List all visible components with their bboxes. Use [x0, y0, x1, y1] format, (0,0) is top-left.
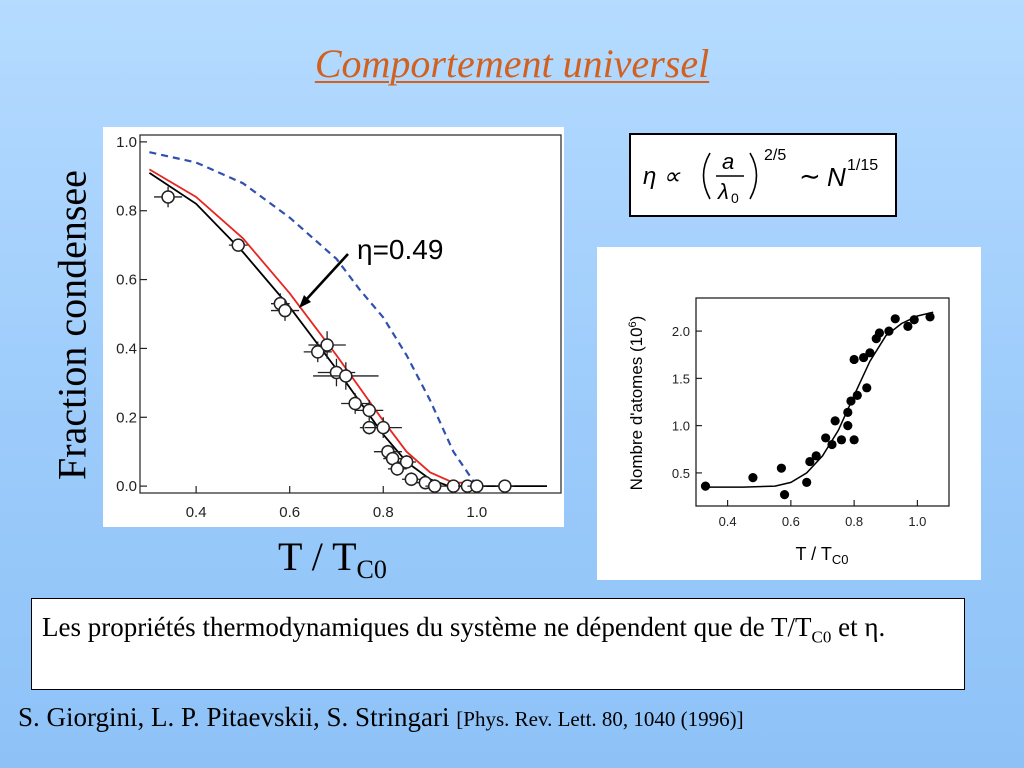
x-tick-label: 0.8: [373, 504, 394, 521]
data-point: [376, 420, 390, 435]
data-point: [862, 383, 872, 393]
data-point: [811, 451, 821, 461]
data-point: [339, 369, 353, 383]
note-sub: C0: [811, 627, 832, 647]
data-point: [849, 435, 859, 445]
right-chart-panel: 0.5 1.0 1.5 2.0 0.4 0.6 0.8 1.0 Nombre d'atomes …: [597, 247, 981, 580]
note-box: Les propriétés thermodynamiques du systè…: [31, 598, 965, 690]
y-tick-label: 1.0: [672, 419, 690, 434]
citation-authors: S. Giorgini, L. P. Pitaevskii, S. String…: [18, 702, 457, 732]
left-chart: 0.0 0.2 0.4 0.6 0.8 1.0 0.4 0.6 0.8 1.0 η=0.49: [116, 134, 562, 521]
data-point: [903, 321, 913, 331]
formula-rhs-exponent: 1/15: [847, 157, 878, 174]
red-curve: [148, 168, 477, 484]
data-point: [890, 314, 900, 324]
formula-left-paren: [702, 152, 711, 200]
plot-frame: [139, 134, 562, 494]
y-tick-label: 2.0: [672, 324, 690, 339]
data-point: [925, 312, 935, 322]
data-point: [390, 462, 405, 476]
y-tick-label: 0.5: [672, 466, 690, 481]
data-point: [849, 354, 859, 365]
y-tick-label: 0.2: [116, 409, 137, 426]
y-tick-label: 1.0: [116, 134, 137, 151]
y-tick-label: 0.4: [116, 340, 137, 357]
left-chart-ylabel: Fraction condensee: [49, 170, 95, 480]
data-point: [909, 315, 919, 325]
annotation-arrowhead: [299, 295, 311, 308]
data-point: [836, 435, 847, 445]
data-point: [874, 328, 885, 338]
fit-curve: [702, 311, 934, 488]
right-chart: 0.5 1.0 1.5 2.0 0.4 0.6 0.8 1.0 Nombre d'atomes …: [627, 297, 950, 567]
formula-rhs: N: [827, 162, 846, 192]
y-tick-label: 0.8: [116, 203, 137, 220]
x-tick-label: 0.6: [279, 504, 300, 521]
formula-tilde: ∼: [799, 161, 821, 191]
formula-denominator: λ: [717, 179, 729, 204]
y-tick-label: 0.6: [116, 272, 137, 289]
data-point: [865, 348, 875, 358]
x-tick-label: 0.4: [719, 514, 737, 529]
formula-exponent: 2/5: [764, 147, 786, 164]
y-tick-label: 0.0: [116, 478, 137, 495]
note-text: Les propriétés thermodynamiques du systè…: [42, 612, 812, 642]
data-point: [311, 345, 325, 359]
dashed-curve: [149, 151, 478, 487]
formula-box: η ∝ a λ 0 2/5 ∼ N 1/15: [629, 133, 897, 217]
x-tick-label: 1.0: [908, 514, 926, 529]
data-point: [805, 456, 815, 467]
data-point: [427, 479, 442, 493]
note-text-end: et η.: [831, 612, 886, 642]
data-point: [161, 190, 175, 204]
x-tick-label: 0.8: [845, 514, 863, 529]
annotation-arrow: [303, 253, 349, 303]
data-point: [231, 238, 245, 252]
formula-denominator-sub: 0: [731, 190, 739, 206]
plot-frame: [695, 297, 950, 507]
data-point: [884, 326, 894, 336]
x-tick-label: 0.4: [186, 504, 207, 521]
data-point: [779, 490, 790, 500]
data-point: [852, 390, 862, 400]
data-point: [821, 433, 831, 443]
x-tick-label: 0.6: [782, 514, 800, 529]
black-curve: [148, 172, 547, 487]
citation: S. Giorgini, L. P. Pitaevskii, S. String…: [18, 702, 744, 733]
formula: η ∝ a λ 0 2/5 ∼ N 1/15: [643, 147, 878, 206]
data-point: [446, 479, 461, 493]
data-point: [748, 473, 758, 483]
data-point: [404, 472, 419, 486]
data-point: [830, 416, 840, 426]
data-point: [278, 303, 292, 318]
data-point: [843, 421, 853, 431]
citation-ref: [Phys. Rev. Lett. 80, 1040 (1996)]: [456, 707, 744, 731]
right-chart-ylabel: Nombre d'atomes (106): [627, 316, 646, 491]
data-point: [859, 352, 869, 363]
left-chart-xlabel: T / TC0: [278, 534, 387, 584]
x-tick-label: 1.0: [466, 504, 487, 521]
data-point: [843, 407, 853, 417]
left-chart-panel: 0.0 0.2 0.4 0.6 0.8 1.0 0.4 0.6 0.8 1.0 η=0.49: [103, 127, 564, 527]
data-point: [802, 477, 812, 487]
data-point: [700, 481, 711, 491]
formula-numerator: a: [722, 149, 734, 174]
data-point: [348, 396, 362, 411]
y-tick-label: 1.5: [672, 371, 690, 386]
annotation-label: η=0.49: [357, 234, 443, 265]
data-point: [776, 463, 786, 473]
right-chart-xlabel: T / TC0: [796, 544, 849, 567]
data-point: [827, 439, 837, 450]
data-point: [846, 396, 856, 406]
data-point: [498, 479, 512, 493]
formula-lhs: η ∝: [643, 163, 681, 190]
data-point: [362, 403, 376, 418]
formula-right-paren: [749, 152, 758, 200]
slide-title: Comportement universel: [314, 41, 710, 86]
data-point: [470, 479, 484, 493]
data-point: [399, 455, 414, 469]
data-point: [320, 338, 334, 352]
